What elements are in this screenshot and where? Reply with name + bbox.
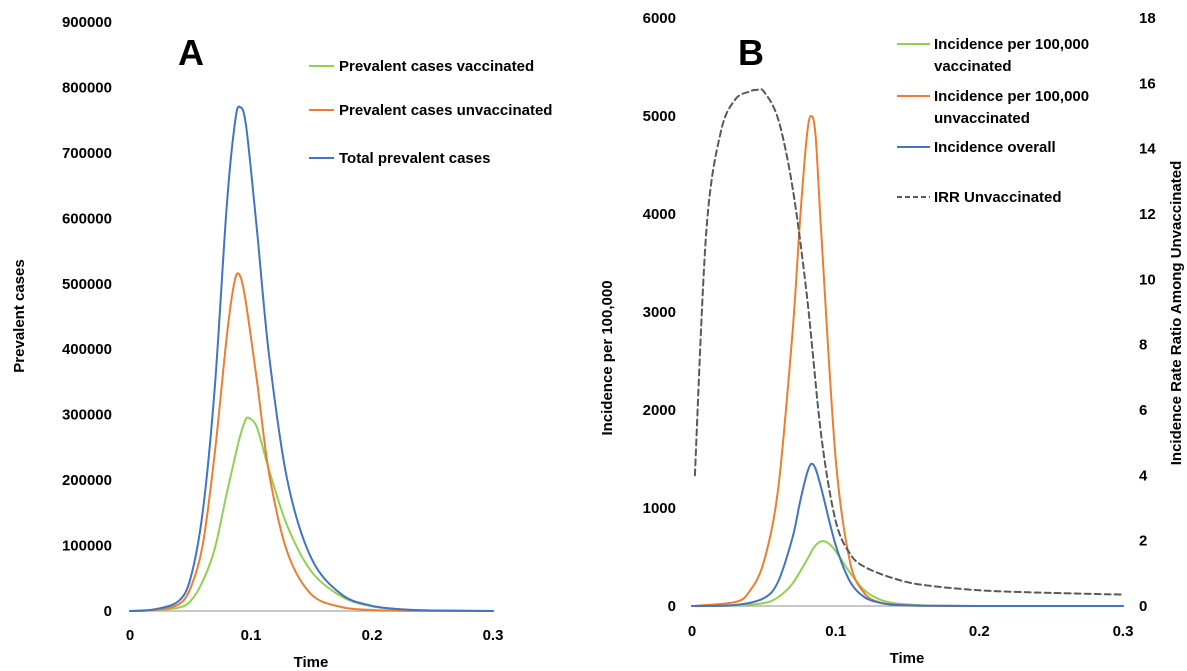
panel-a-x-tick-label: 0 (126, 627, 134, 644)
panel-b-series (691, 87, 1124, 608)
panel-a-y-axis-title: Prevalent cases (11, 259, 28, 372)
panel-a-y-tick-label: 700000 (62, 145, 112, 162)
panel-a-x-tick-label: 0.3 (483, 627, 504, 644)
panel-b-y-tick-label: 0 (668, 598, 676, 615)
panel-a-y-tick-label: 300000 (62, 407, 112, 424)
panel-a-y-tick-label: 900000 (62, 14, 112, 31)
panel-b-x-tick-label: 0.3 (1113, 623, 1134, 640)
panel-b-x-tick-label: 0.1 (825, 623, 846, 640)
panel-b-y2-tick-label: 18 (1139, 10, 1156, 27)
panel-b-letter: B (738, 32, 764, 73)
panel-b-y2-tick-label: 4 (1139, 467, 1148, 484)
panel-b-y2-axis-title: Incidence Rate Ratio Among Unvaccinated (1168, 161, 1185, 466)
panel-b-y-tick-label: 3000 (643, 304, 676, 321)
panel-a-legend-label-total-prevalent-cases: Total prevalent cases (339, 150, 490, 167)
panel-a-letter: A (178, 32, 204, 73)
panel-a-x-tick-label: 0.2 (362, 627, 383, 644)
panel-a-line-prevalent-cases-vaccinated (129, 416, 494, 612)
panel-a-x-ticks: 0 0.1 0.2 0.3 (126, 627, 504, 644)
panel-b-legend-label-incidence-overall: Incidence overall (934, 139, 1056, 156)
panel-b-y2-tick-label: 0 (1139, 598, 1147, 615)
panel-a-chart: A 0 100000 200000 300000 400000 500000 600000 7… (11, 14, 552, 671)
panel-b-y-axis-title: Incidence per 100,000 (599, 280, 616, 435)
panel-b-y2-ticks: 0 2 4 6 8 10 12 14 16 18 (1139, 10, 1156, 615)
panel-b-legend: Incidence per 100,000 vaccinated Incidence… (897, 36, 1089, 206)
panel-b-legend-label-irr-unvaccinated: IRR Unvaccinated (934, 189, 1062, 206)
panel-a-y-tick-label: 100000 (62, 538, 112, 555)
panel-b-y2-tick-label: 10 (1139, 271, 1156, 288)
panel-a-y-tick-label: 500000 (62, 276, 112, 293)
panel-b-y-tick-label: 6000 (643, 10, 676, 27)
panel-b-legend-label-incidence-per-100-000-vaccinated: Incidence per 100,000 (934, 36, 1089, 53)
panel-a-x-tick-label: 0.1 (241, 627, 262, 644)
panel-b-y-tick-label: 1000 (643, 500, 676, 517)
panel-a-y-tick-label: 600000 (62, 210, 112, 227)
panel-b-legend-label-incidence-per-100-000-unvaccinated: unvaccinated (934, 110, 1030, 127)
panel-b-legend-label-incidence-per-100-000-vaccinated: vaccinated (934, 58, 1012, 75)
panel-b-x-tick-label: 0 (688, 623, 696, 640)
panel-a-series (129, 105, 494, 612)
panel-b-y-tick-label: 5000 (643, 108, 676, 125)
panel-b-legend-label-incidence-per-100-000-unvaccinated: Incidence per 100,000 (934, 88, 1089, 105)
panel-b-y2-tick-label: 16 (1139, 75, 1156, 92)
panel-a-y-tick-label: 800000 (62, 79, 112, 96)
panel-b-y2-tick-label: 8 (1139, 337, 1147, 354)
panel-b-line-irr-unvaccinated (693, 87, 1124, 596)
panel-b-y2-tick-label: 12 (1139, 206, 1156, 223)
panel-b-x-tick-label: 0.2 (969, 623, 990, 640)
panel-a-line-prevalent-cases-unvaccinated (129, 272, 494, 612)
panel-b-line-incidence-per-100-000-vaccinated (691, 540, 1124, 608)
panel-a-line-total-prevalent-cases (129, 105, 494, 612)
panel-b-y-tick-label: 2000 (643, 402, 676, 419)
panel-a-legend: Prevalent cases vaccinated Prevalent case… (309, 58, 552, 167)
panel-a-legend-label-prevalent-cases-vaccinated: Prevalent cases vaccinated (339, 58, 534, 75)
panel-b-y2-tick-label: 14 (1139, 141, 1156, 158)
panel-a-y-tick-label: 200000 (62, 472, 112, 489)
panel-b-chart: B 0 1000 2000 3000 4000 5000 6000 0 2 4 6 8 10 12 14 1… (599, 10, 1185, 667)
panel-a-y-ticks: 0 100000 200000 300000 400000 500000 600000 700… (62, 14, 112, 620)
panel-b-x-ticks: 0 0.1 0.2 0.3 (688, 623, 1134, 640)
panel-b-line-incidence-overall (691, 462, 1124, 608)
panel-b-y2-tick-label: 6 (1139, 402, 1147, 419)
panel-b-x-axis-title: Time (890, 650, 925, 667)
panel-a-y-tick-label: 400000 (62, 341, 112, 358)
panel-a-legend-label-prevalent-cases-unvaccinated: Prevalent cases unvaccinated (339, 102, 552, 119)
panel-b-y-ticks: 0 1000 2000 3000 4000 5000 6000 (643, 10, 676, 615)
panel-a-y-tick-label: 0 (104, 603, 112, 620)
panel-a-x-axis-title: Time (294, 654, 329, 671)
panel-b-y2-tick-label: 2 (1139, 533, 1147, 550)
panel-b-y-tick-label: 4000 (643, 206, 676, 223)
